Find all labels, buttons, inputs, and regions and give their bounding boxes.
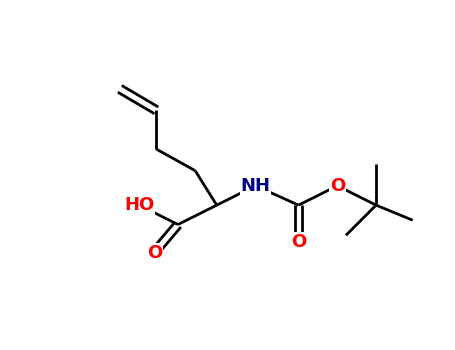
Text: O: O bbox=[147, 244, 162, 261]
Text: O: O bbox=[330, 177, 345, 195]
Text: NH: NH bbox=[241, 177, 270, 195]
Text: HO: HO bbox=[124, 196, 154, 214]
Text: O: O bbox=[291, 233, 306, 251]
